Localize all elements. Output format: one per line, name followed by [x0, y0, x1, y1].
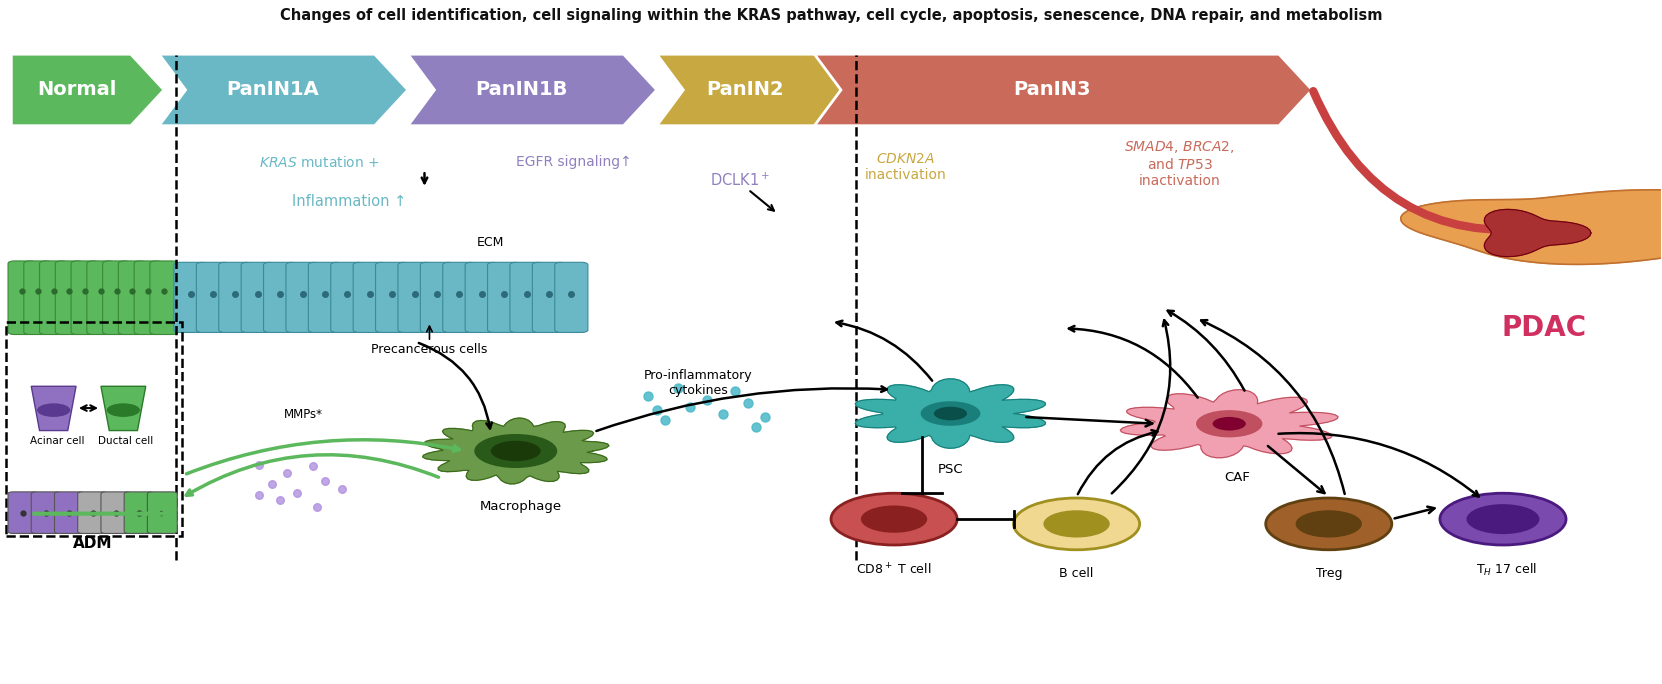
- FancyBboxPatch shape: [101, 492, 131, 534]
- Circle shape: [1014, 498, 1140, 550]
- Text: MMPs*: MMPs*: [284, 408, 322, 421]
- Polygon shape: [1401, 190, 1662, 265]
- Text: Acinar cell: Acinar cell: [30, 436, 85, 446]
- Circle shape: [831, 493, 957, 545]
- FancyBboxPatch shape: [103, 261, 131, 334]
- Text: DCLK1$^+$: DCLK1$^+$: [710, 172, 770, 189]
- Text: B cell: B cell: [1059, 567, 1094, 580]
- FancyBboxPatch shape: [23, 261, 52, 334]
- Polygon shape: [656, 54, 856, 126]
- FancyBboxPatch shape: [331, 262, 364, 332]
- FancyBboxPatch shape: [532, 262, 565, 332]
- Text: PanIN1A: PanIN1A: [226, 81, 319, 99]
- Text: Treg: Treg: [1316, 567, 1341, 580]
- Circle shape: [1044, 510, 1110, 538]
- Text: Normal: Normal: [37, 81, 116, 99]
- Circle shape: [37, 404, 70, 417]
- FancyBboxPatch shape: [55, 261, 83, 334]
- Text: $\it{SMAD4}$, $\it{BRCA2}$,
and $\it{TP53}$
inactivation: $\it{SMAD4}$, $\it{BRCA2}$, and $\it{TP5…: [1124, 139, 1235, 188]
- Polygon shape: [814, 54, 1313, 126]
- Polygon shape: [407, 54, 656, 126]
- Text: PanIN1B: PanIN1B: [475, 81, 567, 99]
- FancyBboxPatch shape: [241, 262, 274, 332]
- FancyBboxPatch shape: [286, 262, 319, 332]
- Circle shape: [1197, 410, 1263, 437]
- Text: Precancerous cells: Precancerous cells: [371, 343, 487, 356]
- Text: $\it{KRAS}$ mutation +: $\it{KRAS}$ mutation +: [259, 155, 381, 170]
- Text: CAF: CAF: [1225, 471, 1250, 484]
- Circle shape: [1439, 493, 1566, 545]
- Text: Ductal cell: Ductal cell: [98, 436, 153, 446]
- FancyBboxPatch shape: [510, 262, 543, 332]
- Circle shape: [1213, 417, 1246, 430]
- FancyBboxPatch shape: [264, 262, 297, 332]
- Polygon shape: [101, 386, 146, 430]
- Text: PanIN3: PanIN3: [1014, 81, 1090, 99]
- Text: Inflammation ↑: Inflammation ↑: [293, 194, 406, 209]
- FancyBboxPatch shape: [135, 261, 163, 334]
- Circle shape: [861, 505, 927, 533]
- FancyBboxPatch shape: [71, 261, 100, 334]
- Polygon shape: [1120, 390, 1338, 458]
- Text: T$_H$ 17 cell: T$_H$ 17 cell: [1476, 562, 1537, 578]
- Text: PDAC: PDAC: [1502, 315, 1587, 343]
- Polygon shape: [12, 54, 165, 126]
- FancyBboxPatch shape: [196, 262, 229, 332]
- Text: Changes of cell identification, cell signaling within the KRAS pathway, cell cyc: Changes of cell identification, cell sig…: [279, 8, 1383, 23]
- Circle shape: [490, 440, 540, 461]
- Text: $\it{CDKN2A}$
inactivation: $\it{CDKN2A}$ inactivation: [864, 152, 947, 182]
- FancyBboxPatch shape: [78, 492, 108, 534]
- Circle shape: [934, 407, 967, 421]
- FancyBboxPatch shape: [55, 492, 85, 534]
- FancyBboxPatch shape: [309, 262, 341, 332]
- FancyBboxPatch shape: [150, 261, 178, 334]
- FancyBboxPatch shape: [487, 262, 520, 332]
- FancyBboxPatch shape: [420, 262, 454, 332]
- FancyBboxPatch shape: [175, 262, 208, 332]
- FancyBboxPatch shape: [32, 492, 61, 534]
- Circle shape: [1466, 504, 1539, 534]
- Circle shape: [921, 402, 981, 426]
- Polygon shape: [160, 54, 407, 126]
- FancyBboxPatch shape: [40, 261, 68, 334]
- FancyBboxPatch shape: [8, 261, 37, 334]
- Polygon shape: [422, 418, 608, 484]
- Circle shape: [1296, 510, 1361, 538]
- FancyBboxPatch shape: [86, 261, 115, 334]
- FancyBboxPatch shape: [555, 262, 588, 332]
- Circle shape: [1266, 498, 1391, 550]
- FancyBboxPatch shape: [8, 492, 38, 534]
- FancyBboxPatch shape: [352, 262, 386, 332]
- Text: ECM: ECM: [477, 236, 505, 249]
- FancyBboxPatch shape: [442, 262, 475, 332]
- Text: ADM: ADM: [73, 536, 113, 551]
- Text: Pro-inflammatory
cytokines: Pro-inflammatory cytokines: [643, 369, 753, 397]
- Text: PSC: PSC: [937, 462, 964, 475]
- Polygon shape: [32, 386, 76, 430]
- Circle shape: [106, 404, 140, 417]
- Polygon shape: [1484, 209, 1591, 256]
- Polygon shape: [856, 379, 1045, 448]
- FancyBboxPatch shape: [148, 492, 178, 534]
- Text: CD8$^+$ T cell: CD8$^+$ T cell: [856, 562, 932, 577]
- FancyBboxPatch shape: [397, 262, 430, 332]
- Text: Macrophage: Macrophage: [480, 500, 562, 513]
- FancyBboxPatch shape: [376, 262, 409, 332]
- FancyBboxPatch shape: [118, 261, 146, 334]
- Text: PanIN2: PanIN2: [706, 81, 784, 99]
- FancyBboxPatch shape: [465, 262, 499, 332]
- FancyBboxPatch shape: [219, 262, 253, 332]
- Text: EGFR signaling↑: EGFR signaling↑: [515, 155, 632, 169]
- Circle shape: [474, 434, 557, 468]
- FancyBboxPatch shape: [125, 492, 155, 534]
